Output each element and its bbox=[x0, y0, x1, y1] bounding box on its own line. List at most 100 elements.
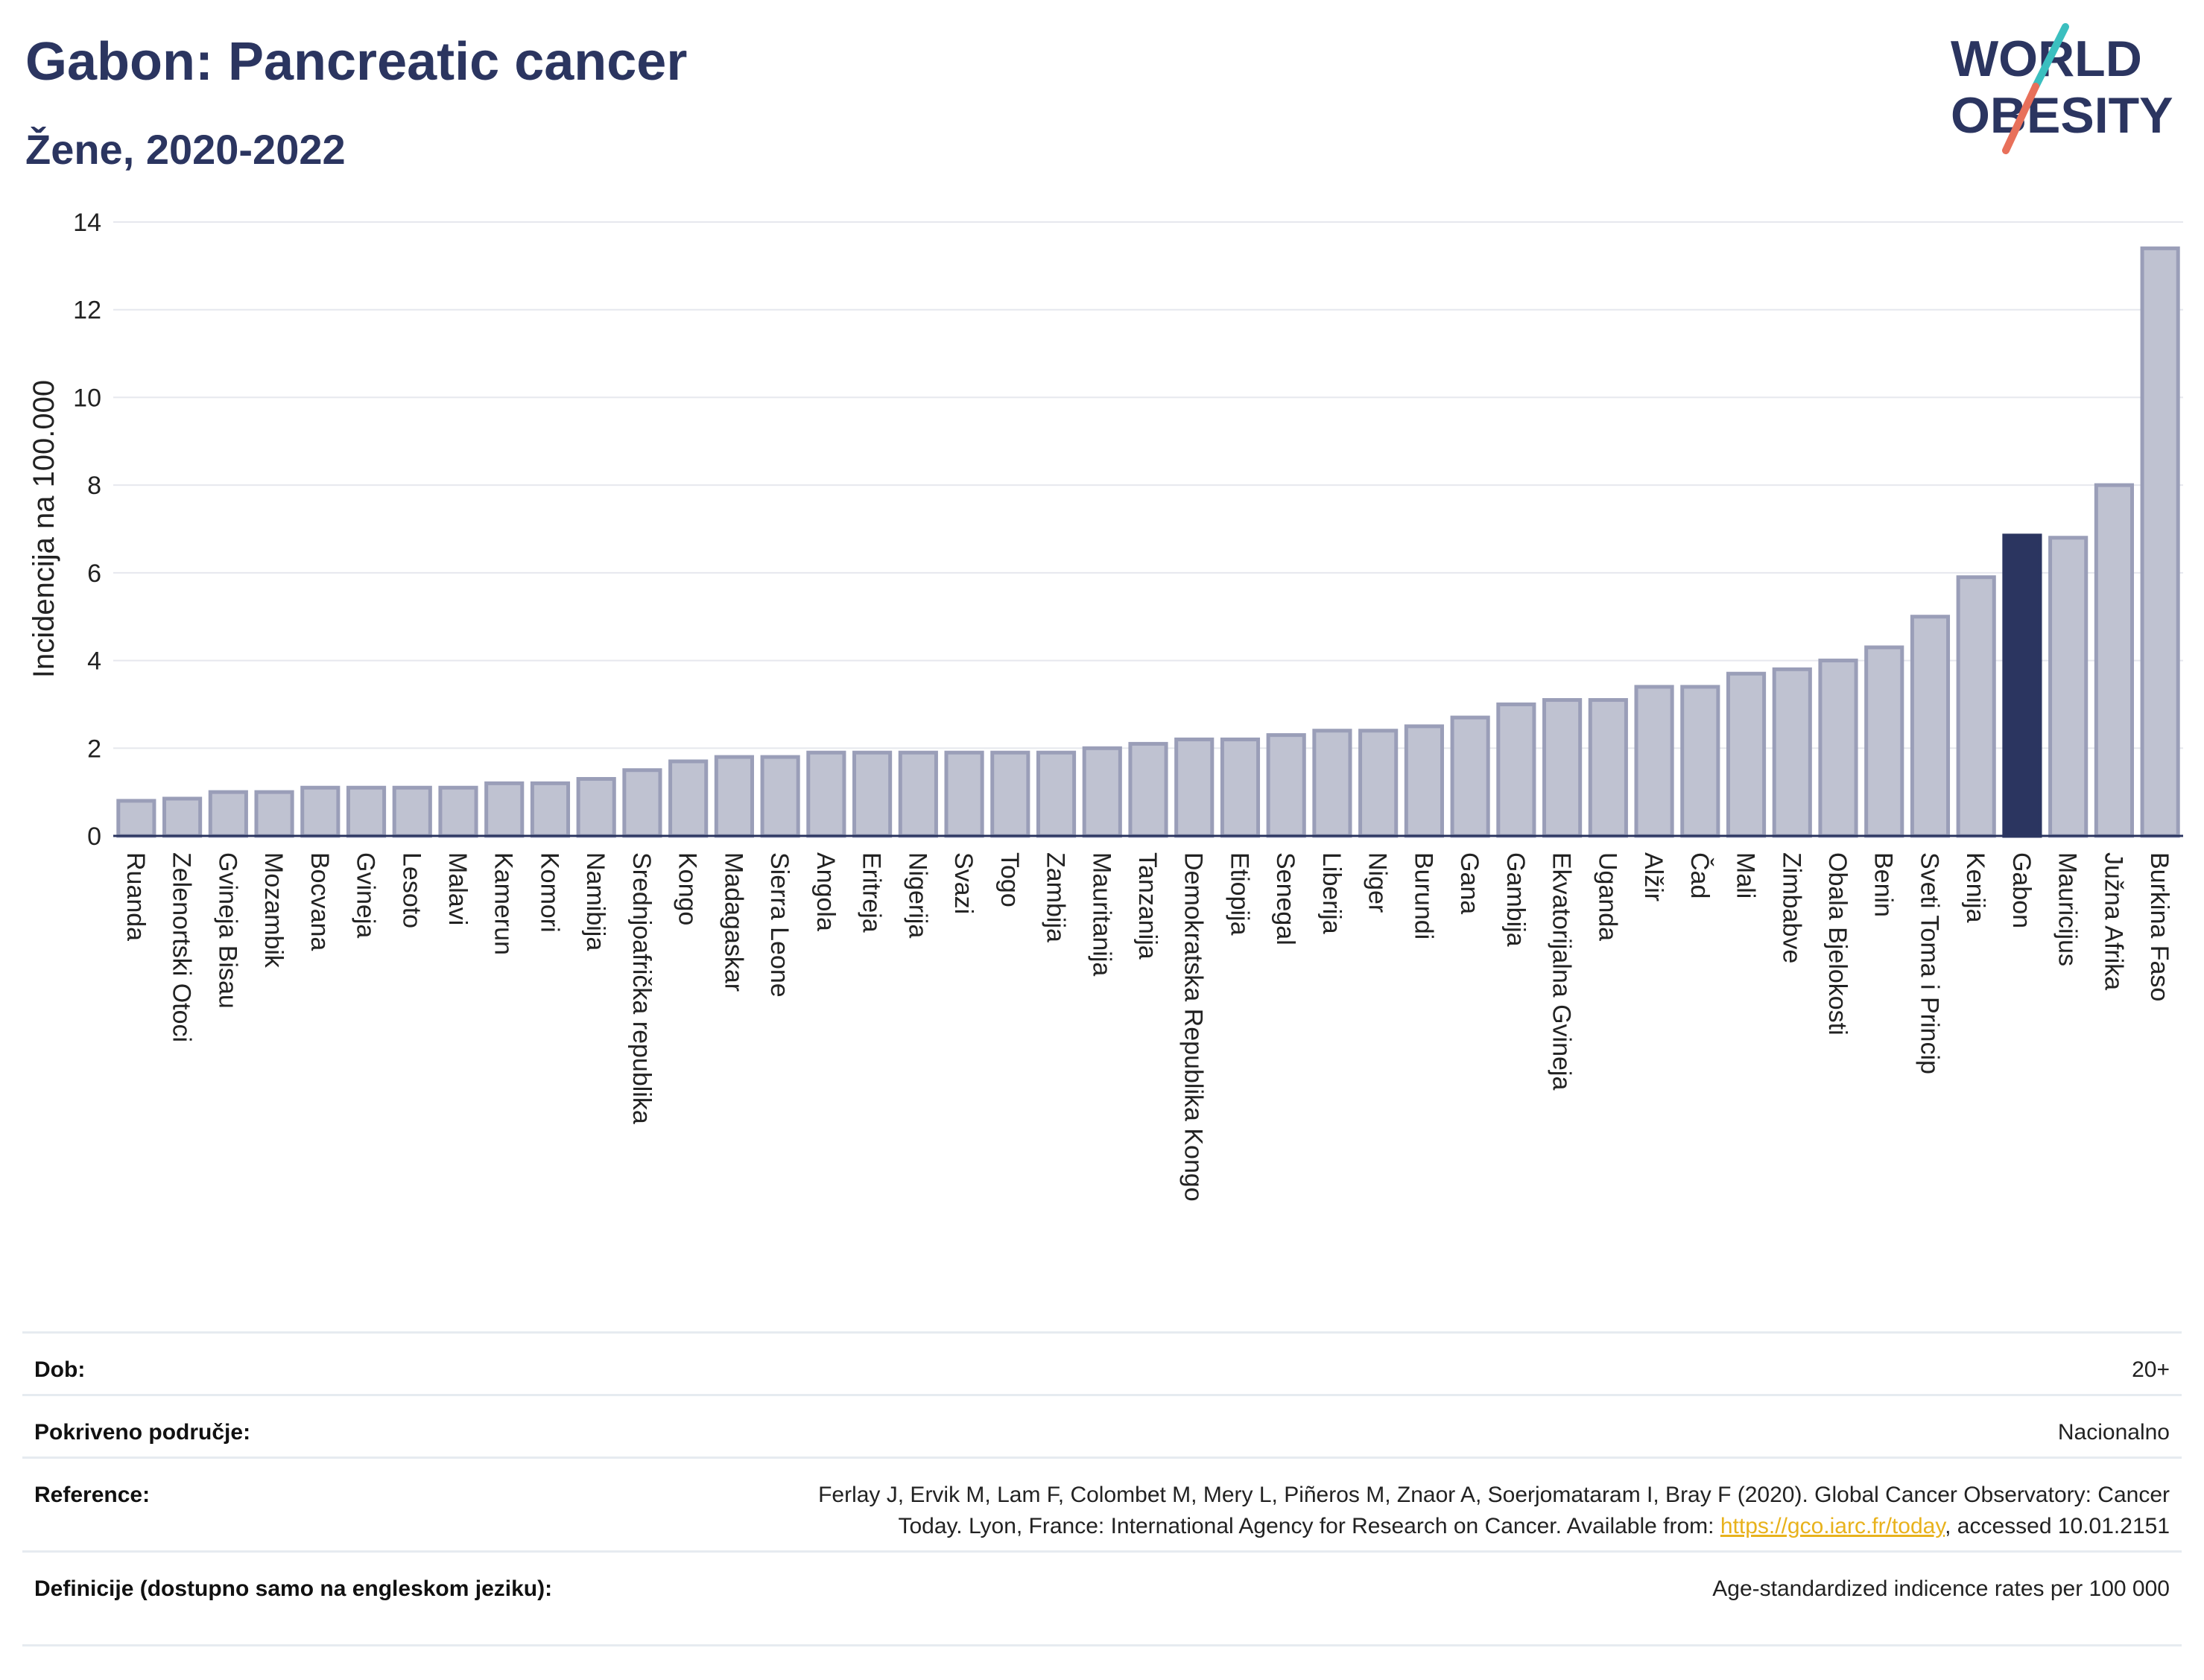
x-category-label: Gana bbox=[1455, 852, 1483, 914]
y-tick-label: 8 bbox=[87, 472, 101, 500]
bar-mauritanija bbox=[1082, 746, 1122, 838]
y-axis-title: Incidencija na 100.000 bbox=[28, 380, 60, 678]
bar-senegal bbox=[1266, 733, 1306, 838]
bar-togo bbox=[990, 750, 1030, 838]
meta-row-definitions: Definicije (dostupno samo na engleskom j… bbox=[22, 1553, 2182, 1646]
x-category-label: Togo bbox=[995, 852, 1024, 907]
meta-row-coverage: Pokriveno područje: Nacionalno bbox=[22, 1396, 2182, 1459]
bar-niger bbox=[1358, 729, 1399, 838]
x-category-label: Kongo bbox=[674, 852, 702, 925]
bar--ad bbox=[1680, 685, 1720, 838]
x-category-label: Mozambik bbox=[259, 852, 288, 969]
bar-gvineja-bisau bbox=[208, 790, 248, 838]
meta-label-age: Dob: bbox=[34, 1357, 86, 1382]
bar-namibija bbox=[576, 776, 616, 838]
y-tick-label: 4 bbox=[87, 647, 101, 676]
bar-zelenortski-otoci bbox=[162, 796, 203, 838]
x-category-label: Svazi bbox=[949, 852, 978, 914]
x-category-label: Madagaskar bbox=[719, 852, 747, 992]
x-category-label: Gvineja bbox=[352, 852, 380, 938]
x-category-label: Niger bbox=[1364, 852, 1392, 913]
bar-burundi bbox=[1404, 724, 1444, 838]
x-category-label: Bocvana bbox=[305, 852, 334, 951]
x-category-label: Eritreja bbox=[858, 852, 886, 933]
x-category-label: Burundi bbox=[1409, 852, 1437, 939]
page-subtitle: Žene, 2020-2022 bbox=[25, 126, 346, 173]
x-category-label: Zambija bbox=[1042, 852, 1070, 942]
x-axis-labels: Ruanda Zelenortski Otoci Gvineja Bisau Moza… bbox=[121, 852, 2173, 1202]
bar-kenija bbox=[1956, 575, 1996, 838]
x-category-label: Sierra Leone bbox=[765, 852, 794, 998]
x-category-label: Ruanda bbox=[121, 852, 150, 941]
x-category-label: Zimbabve bbox=[1777, 852, 1805, 963]
bar-demokratska-republika-kongo bbox=[1174, 738, 1215, 838]
x-category-label: Ekvatorijalna Gvineja bbox=[1548, 852, 1576, 1090]
meta-row-reference: Reference: Ferlay J, Ervik M, Lam F, Col… bbox=[22, 1459, 2182, 1553]
x-category-label: Demokratska Republika Kongo bbox=[1179, 852, 1208, 1202]
y-tick-label: 0 bbox=[87, 822, 101, 851]
y-tick-label: 12 bbox=[73, 297, 101, 325]
x-category-label: Tanzanija bbox=[1133, 852, 1162, 960]
bar-svazi bbox=[944, 750, 984, 838]
x-category-label: Namibija bbox=[581, 852, 609, 951]
x-category-label: Komori bbox=[535, 852, 563, 933]
x-category-label: Sveti Toma i Princip bbox=[1915, 852, 1943, 1074]
x-category-label: Burkina Faso bbox=[2145, 852, 2173, 1001]
bar-ju-na-afrika bbox=[2094, 483, 2134, 838]
page-title: Gabon: Pancreatic cancer bbox=[25, 32, 688, 92]
meta-label-reference: Reference: bbox=[34, 1483, 151, 1507]
bar-liberija bbox=[1312, 729, 1352, 838]
metadata-table: Dob: 20+ Pokriveno područje: Nacionalno … bbox=[22, 1331, 2182, 1646]
x-category-label: Kenija bbox=[1961, 852, 1989, 923]
bar-kamerun bbox=[484, 781, 525, 838]
x-category-label: Malavi bbox=[443, 852, 472, 925]
x-category-label: Uganda bbox=[1593, 852, 1621, 941]
reference-link[interactable]: https://gco.iarc.fr/today bbox=[1720, 1514, 1945, 1538]
y-tick-label: 14 bbox=[73, 209, 101, 237]
bar-gana bbox=[1450, 715, 1490, 838]
bar-tanzanija bbox=[1128, 741, 1168, 838]
bar-burkina-faso bbox=[2140, 246, 2180, 838]
x-category-label: Južna Afrika bbox=[2099, 852, 2127, 990]
x-category-label: Čad bbox=[1685, 852, 1714, 898]
bar-obala-bjelokosti bbox=[1818, 659, 1858, 838]
x-category-label: Kamerun bbox=[490, 852, 518, 955]
x-category-label: Zelenortski Otoci bbox=[168, 852, 196, 1042]
x-category-label: Mauricijus bbox=[2053, 852, 2082, 966]
world-obesity-logo: WORLD OBESITY bbox=[1951, 23, 2173, 154]
reference-line-1: Ferlay J, Ervik M, Lam F, Colombet M, Me… bbox=[818, 1483, 2170, 1507]
x-category-label: Obala Bjelokosti bbox=[1823, 852, 1852, 1036]
bar-srednjoafri-ka-republika bbox=[622, 768, 662, 838]
y-tick-label: 6 bbox=[87, 560, 101, 588]
bar-ruanda bbox=[116, 799, 156, 838]
x-category-label: Gvineja Bisau bbox=[213, 852, 241, 1009]
bar-ekvatorijalna-gvineja bbox=[1542, 698, 1583, 838]
x-category-label: Gambija bbox=[1501, 852, 1530, 947]
reference-line-2-pre: Today. Lyon, France: International Agenc… bbox=[898, 1514, 1720, 1538]
x-category-label: Senegal bbox=[1271, 852, 1299, 945]
bar-etiopija bbox=[1220, 738, 1261, 838]
bar-benin bbox=[1864, 645, 1904, 838]
bar-malavi bbox=[438, 785, 478, 838]
meta-value-definitions: Age-standardized indicence rates per 100… bbox=[1712, 1576, 2170, 1601]
bar-lesoto bbox=[392, 785, 432, 838]
bar-mozambik bbox=[254, 790, 294, 838]
bar-bocvana bbox=[300, 785, 341, 838]
x-category-label: Lesoto bbox=[397, 852, 425, 928]
logo-slash-red bbox=[2002, 83, 2039, 154]
x-category-label: Liberija bbox=[1317, 852, 1346, 934]
bar-nigerija bbox=[898, 750, 938, 838]
bar-mauricijus bbox=[2048, 536, 2089, 838]
bar-komori bbox=[530, 781, 571, 838]
meta-label-definitions: Definicije (dostupno samo na engleskom j… bbox=[34, 1576, 553, 1601]
bar-gambija bbox=[1496, 702, 1536, 838]
bar-uganda bbox=[1588, 698, 1628, 838]
x-category-label: Mauritanija bbox=[1087, 852, 1115, 976]
bar-gabon bbox=[2002, 533, 2042, 838]
y-tick-label: 10 bbox=[73, 384, 101, 412]
logo-slash-teal bbox=[2032, 23, 2069, 90]
x-category-label: Mali bbox=[1732, 852, 1760, 898]
bar-angola bbox=[806, 750, 846, 838]
bar-sveti-toma-i-princip bbox=[1910, 615, 1951, 838]
bar-mali bbox=[1726, 671, 1767, 838]
